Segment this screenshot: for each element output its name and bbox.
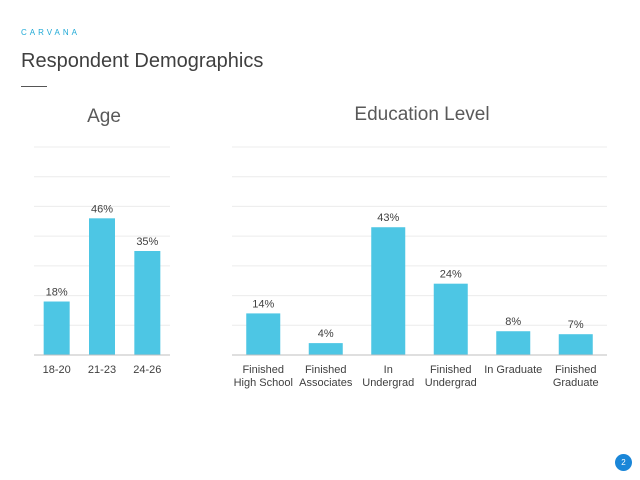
education-data-label: 43% <box>377 212 399 224</box>
education-category-label: In <box>384 364 393 376</box>
page-number-badge: 2 <box>615 454 632 471</box>
education-category-label: Finished <box>242 364 284 376</box>
education-data-label: 4% <box>318 328 334 340</box>
education-bar <box>496 331 531 355</box>
education-bar <box>371 227 406 355</box>
education-bar <box>308 343 343 355</box>
page-title: Respondent Demographics <box>21 50 264 72</box>
education-bar <box>433 283 468 355</box>
age-category-label: 24-26 <box>133 364 161 376</box>
education-category-label: Undergrad <box>362 377 414 389</box>
education-chart-title: Education Level <box>354 104 490 125</box>
education-category-label: Finished <box>555 364 597 376</box>
age-bar <box>134 251 161 355</box>
education-data-label: 8% <box>505 316 521 328</box>
title-underline <box>21 86 47 87</box>
education-category-label: Finished <box>430 364 472 376</box>
education-data-label: 7% <box>568 319 584 331</box>
education-category-label: Associates <box>299 377 353 389</box>
education-category-label: Graduate <box>553 377 599 389</box>
age-bar <box>43 301 70 355</box>
age-data-label: 18% <box>46 287 68 299</box>
education-bar <box>246 313 281 355</box>
education-bar <box>558 334 593 355</box>
education-category-label: High School <box>234 377 293 389</box>
education-category-label: Undergrad <box>425 377 477 389</box>
education-data-label: 24% <box>440 269 462 281</box>
age-data-label: 46% <box>91 203 113 215</box>
education-category-label: In Graduate <box>484 364 542 376</box>
age-data-label: 35% <box>136 236 158 248</box>
age-bar <box>89 218 115 355</box>
age-chart-title: Age <box>87 106 121 127</box>
brand-logo-text: CARVANA <box>21 28 80 37</box>
education-data-label: 14% <box>252 298 274 310</box>
age-category-label: 18-20 <box>43 364 71 376</box>
education-category-label: Finished <box>305 364 347 376</box>
age-category-label: 21-23 <box>88 364 116 376</box>
